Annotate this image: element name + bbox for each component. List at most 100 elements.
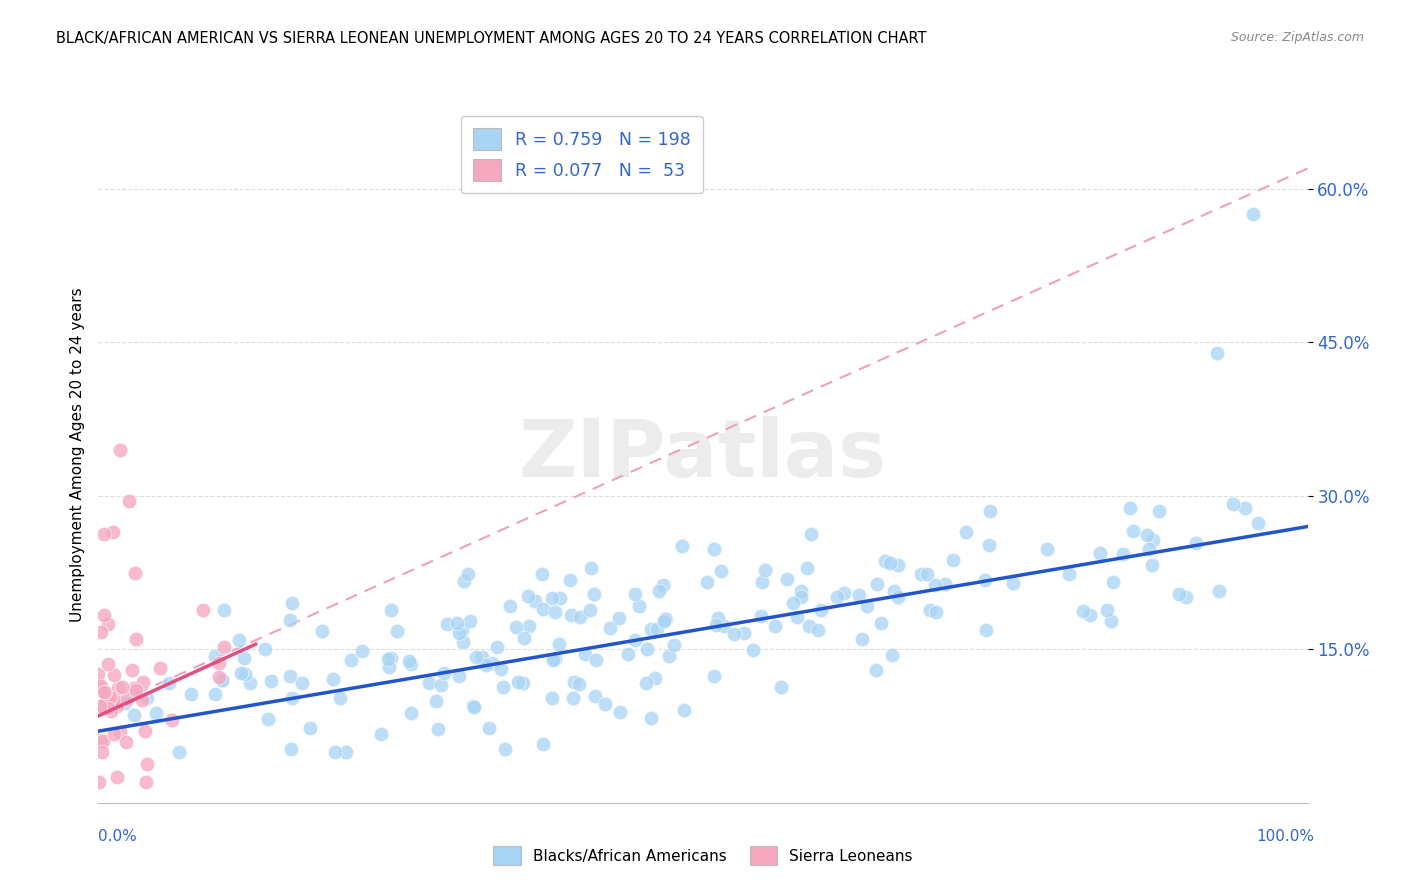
Point bbox=[124, 566, 146, 580]
Point bbox=[89, 699, 111, 714]
Point bbox=[599, 621, 621, 635]
Point bbox=[754, 562, 776, 576]
Point bbox=[239, 676, 262, 690]
Point bbox=[97, 617, 120, 632]
Point bbox=[87, 775, 110, 789]
Point bbox=[122, 707, 145, 722]
Point bbox=[915, 566, 938, 581]
Point bbox=[278, 668, 301, 682]
Point bbox=[562, 675, 585, 690]
Point bbox=[560, 608, 582, 623]
Point bbox=[1001, 575, 1024, 590]
Point bbox=[281, 596, 304, 610]
Point bbox=[703, 542, 725, 557]
Point bbox=[574, 647, 596, 661]
Point bbox=[609, 705, 631, 719]
Point bbox=[231, 665, 253, 680]
Point bbox=[311, 624, 333, 639]
Point bbox=[111, 681, 134, 695]
Point bbox=[567, 677, 589, 691]
Point bbox=[447, 669, 470, 683]
Point bbox=[807, 623, 830, 637]
Point bbox=[790, 590, 813, 604]
Point bbox=[706, 617, 728, 632]
Point bbox=[1247, 516, 1270, 530]
Point bbox=[157, 675, 180, 690]
Point bbox=[322, 672, 344, 686]
Point bbox=[377, 652, 399, 666]
Point bbox=[114, 696, 136, 710]
Point bbox=[751, 575, 773, 590]
Point bbox=[103, 727, 125, 741]
Point bbox=[628, 599, 651, 613]
Point bbox=[702, 668, 724, 682]
Point bbox=[1099, 614, 1122, 628]
Point bbox=[749, 608, 772, 623]
Point bbox=[1206, 345, 1229, 359]
Point bbox=[1112, 547, 1135, 561]
Point bbox=[887, 558, 910, 573]
Point bbox=[281, 691, 304, 706]
Point bbox=[105, 770, 128, 784]
Point bbox=[131, 693, 153, 707]
Point bbox=[782, 596, 804, 610]
Point bbox=[1142, 533, 1164, 547]
Point bbox=[540, 691, 562, 706]
Point bbox=[533, 602, 555, 616]
Point bbox=[707, 611, 730, 625]
Point bbox=[450, 623, 472, 637]
Point bbox=[136, 690, 159, 705]
Point bbox=[486, 640, 509, 654]
Point bbox=[132, 674, 155, 689]
Point bbox=[733, 625, 755, 640]
Point bbox=[233, 667, 256, 681]
Point bbox=[380, 650, 402, 665]
Point bbox=[401, 706, 423, 720]
Point bbox=[523, 594, 546, 608]
Point bbox=[924, 578, 946, 592]
Text: ZIPatlas: ZIPatlas bbox=[519, 416, 887, 494]
Point bbox=[1167, 587, 1189, 601]
Text: 100.0%: 100.0% bbox=[1257, 830, 1315, 844]
Point bbox=[548, 591, 571, 605]
Point bbox=[461, 698, 484, 713]
Point bbox=[100, 704, 122, 718]
Point bbox=[776, 572, 799, 586]
Point bbox=[741, 643, 763, 657]
Point bbox=[280, 613, 302, 627]
Point bbox=[531, 566, 554, 581]
Point bbox=[149, 661, 172, 675]
Point bbox=[662, 638, 685, 652]
Point bbox=[1147, 504, 1170, 518]
Point bbox=[458, 614, 481, 628]
Point bbox=[430, 678, 453, 692]
Point bbox=[1174, 590, 1197, 604]
Legend: Blacks/African Americans, Sierra Leoneans: Blacks/African Americans, Sierra Leonean… bbox=[486, 840, 920, 871]
Text: 0.0%: 0.0% bbox=[98, 830, 138, 844]
Point bbox=[93, 527, 115, 541]
Point bbox=[544, 652, 567, 666]
Point bbox=[427, 722, 450, 736]
Point bbox=[1036, 541, 1059, 556]
Point bbox=[644, 671, 666, 685]
Point bbox=[1078, 607, 1101, 622]
Legend: R = 0.759   N = 198, R = 0.077   N =  53: R = 0.759 N = 198, R = 0.077 N = 53 bbox=[461, 116, 703, 194]
Point bbox=[260, 674, 283, 689]
Point bbox=[786, 609, 808, 624]
Point bbox=[453, 574, 475, 589]
Point bbox=[90, 679, 112, 693]
Point bbox=[494, 741, 516, 756]
Point bbox=[91, 745, 114, 759]
Point bbox=[204, 687, 226, 701]
Point bbox=[380, 603, 402, 617]
Point bbox=[789, 583, 811, 598]
Point bbox=[463, 700, 485, 714]
Point bbox=[624, 587, 647, 601]
Point bbox=[91, 734, 114, 748]
Point bbox=[105, 698, 128, 713]
Point bbox=[1088, 546, 1111, 560]
Point bbox=[1057, 567, 1080, 582]
Point bbox=[208, 656, 231, 670]
Point bbox=[108, 725, 131, 739]
Point bbox=[323, 745, 346, 759]
